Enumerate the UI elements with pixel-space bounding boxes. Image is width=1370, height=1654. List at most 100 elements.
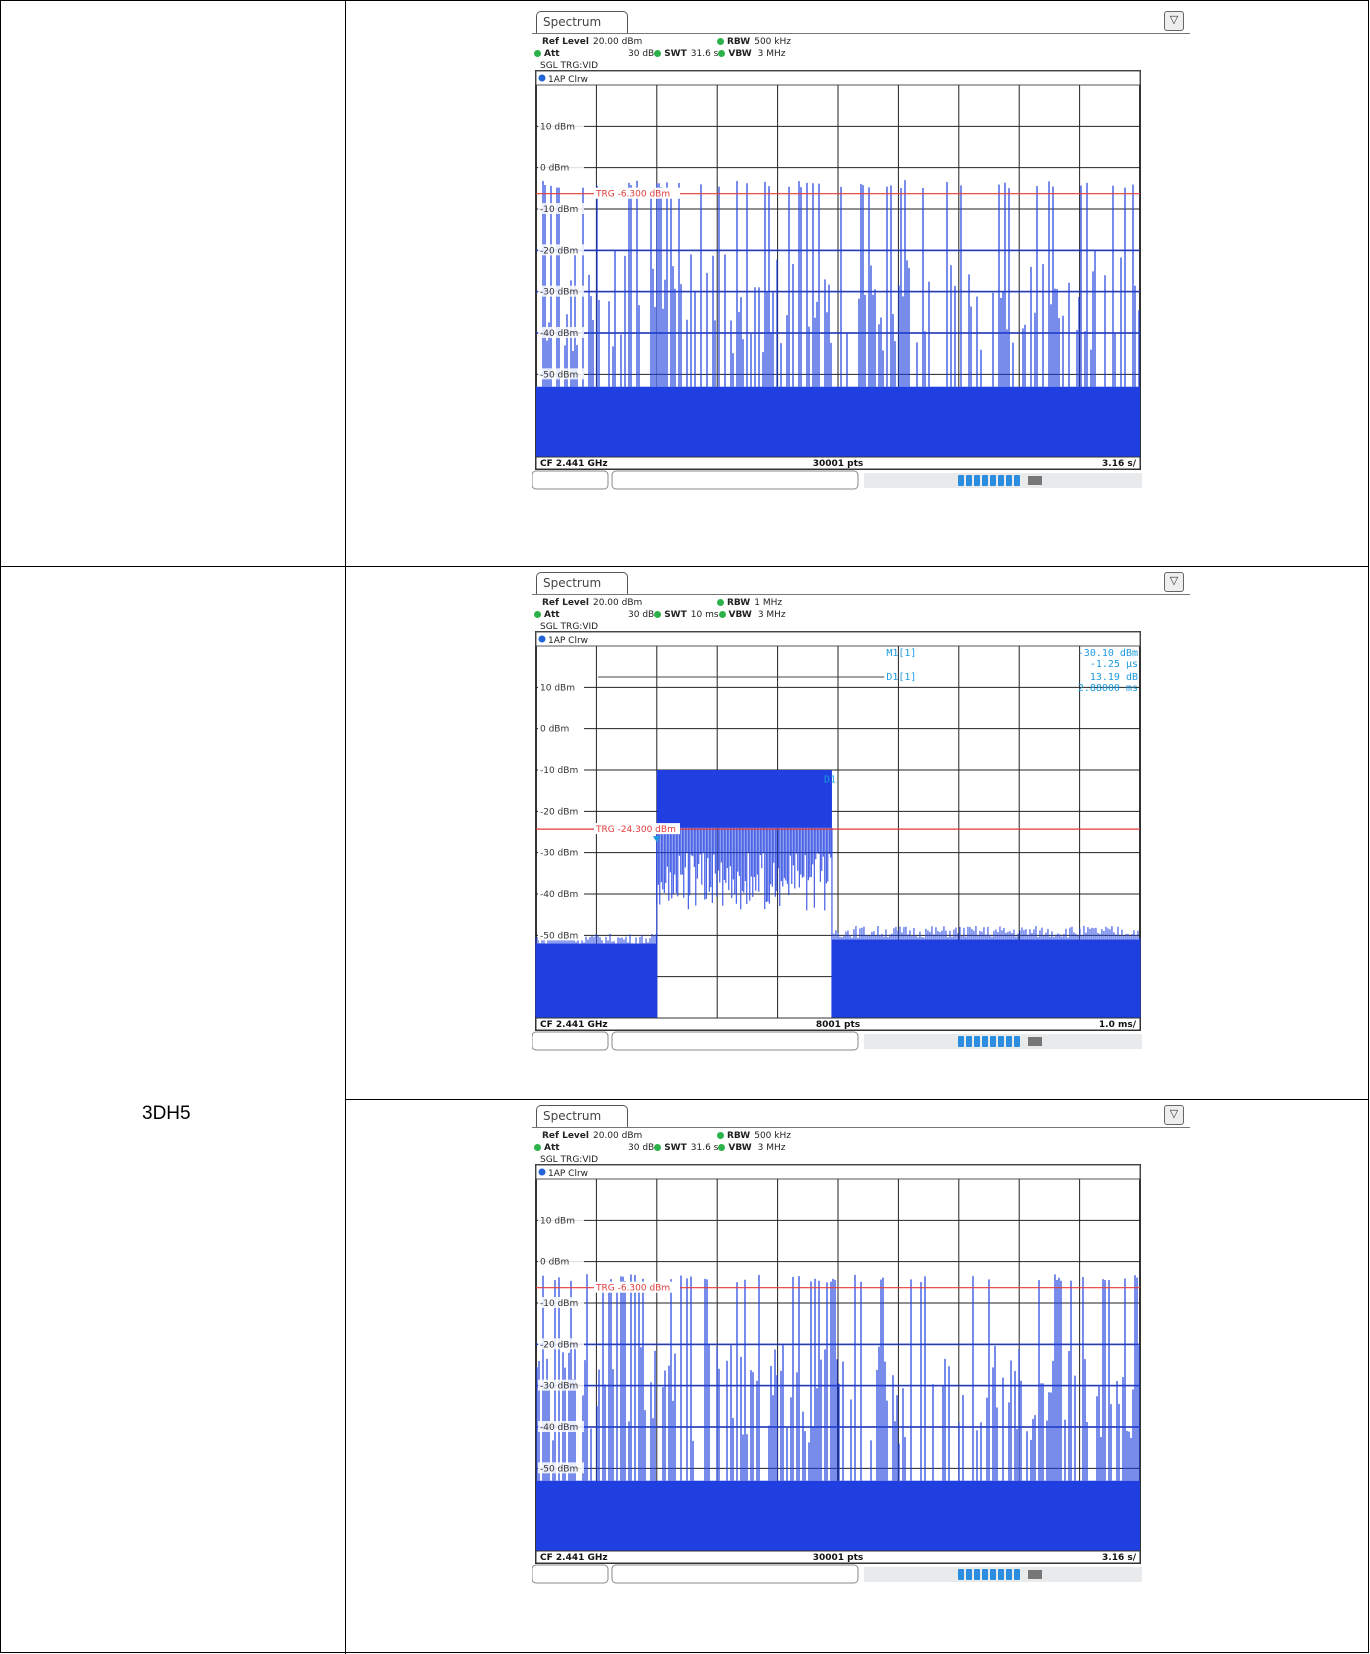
status-dot-icon <box>534 611 541 618</box>
trigger-mode: SGL TRG:VID <box>540 61 599 71</box>
rbw-label: RBW <box>727 37 751 47</box>
trigger-label-bg <box>594 187 680 199</box>
burst-lines <box>536 1274 1140 1481</box>
ref-level-value: 20.00 dBm <box>592 37 643 47</box>
spectrum-graph: 1AP Clrw M1[1] -30.10 dBm-1.25 µs D1[1] 13.1… <box>532 631 1142 1051</box>
trace-label-bar <box>535 631 1141 647</box>
att-label: Att <box>544 610 560 620</box>
marker-m1-value: -30.10 dBm <box>1078 648 1138 659</box>
trigger-line: SGL TRG:VID <box>540 622 598 632</box>
att-swt-vbw-line: 30 dB SWT 10 ms VBW 3 MHz <box>628 610 786 620</box>
marker-d1-label: D1[1] <box>886 672 916 683</box>
progress-icon <box>958 475 1020 486</box>
status-field-message <box>611 1564 859 1584</box>
y-tick-label: -50 dBm <box>540 931 578 941</box>
status-dot-icon <box>717 1132 724 1139</box>
y-tick-bg <box>538 1214 584 1226</box>
y-tick-label: -20 dBm <box>540 807 578 817</box>
y-tick-label: -10 dBm <box>540 766 578 776</box>
trigger-label: TRG -24.300 dBm <box>595 825 676 835</box>
y-tick-label: -10 dBm <box>540 1299 578 1309</box>
sweep-points: 8001 pts <box>816 1020 860 1030</box>
spectrum-tab[interactable]: Spectrum <box>536 572 628 594</box>
status-field-left <box>532 1564 609 1584</box>
att-value: 30 dB <box>628 610 655 620</box>
trace-label-bar <box>535 1164 1141 1180</box>
y-tick-label: -50 dBm <box>540 1464 578 1474</box>
y-tick-label: -10 dBm <box>540 205 578 215</box>
swt-label: SWT <box>664 610 687 620</box>
y-tick-label: -30 dBm <box>540 288 578 298</box>
y-tick-label: 10 dBm <box>540 683 575 693</box>
y-tick-bg <box>538 929 584 941</box>
trigger-label-bg <box>594 1281 680 1293</box>
att-value: 30 dB <box>628 49 655 59</box>
noise-floor-block <box>536 1480 1140 1551</box>
center-frequency: CF 2.441 GHz <box>540 1553 608 1563</box>
trace-label: 1AP Clrw <box>548 75 588 85</box>
vbw-label: VBW <box>728 1143 752 1153</box>
lxi-icon <box>1028 1570 1042 1579</box>
time-per-division: 3.16 s/ <box>1102 459 1137 469</box>
display-config-icon[interactable]: ▽ <box>1164 572 1184 592</box>
rbw-label: RBW <box>727 1131 751 1141</box>
swt-label: SWT <box>664 1143 687 1153</box>
time-per-division: 3.16 s/ <box>1102 1553 1137 1563</box>
rbw-value: 1 MHz <box>754 598 783 608</box>
spectrum-tab[interactable]: Spectrum <box>536 11 628 33</box>
trigger-line: SGL TRG:VID <box>540 1155 598 1165</box>
rbw-line: RBW 500 kHz <box>717 37 791 47</box>
row-divider <box>345 1099 1369 1100</box>
status-dot-icon <box>654 50 662 57</box>
spectrum-tab[interactable]: Spectrum <box>536 1105 628 1127</box>
trigger-mode: SGL TRG:VID <box>540 622 599 632</box>
rbw-value: 500 kHz <box>754 1131 791 1141</box>
y-tick-bg <box>538 327 584 338</box>
trace-dot-icon <box>538 1168 546 1176</box>
y-tick-label: -20 dBm <box>540 1340 578 1350</box>
att-swt-vbw-line: 30 dB SWT 31.6 s VBW 3 MHz <box>628 49 785 59</box>
vbw-value: 3 MHz <box>757 49 786 59</box>
att-line: Att <box>534 49 560 59</box>
att-label: Att <box>544 49 560 59</box>
status-field-message <box>611 1031 859 1051</box>
status-field-left <box>532 470 609 490</box>
rbw-line: RBW 500 kHz <box>717 1131 791 1141</box>
burst-lines <box>542 180 1140 387</box>
y-tick-bg <box>538 805 584 817</box>
swt-value: 31.6 s <box>690 49 719 59</box>
y-tick-bg <box>538 1379 584 1391</box>
rbw-value: 500 kHz <box>754 37 791 47</box>
display-config-icon[interactable]: ▽ <box>1164 1105 1184 1125</box>
trace-label-bar <box>535 70 1141 86</box>
status-dot-icon <box>718 50 726 57</box>
trace <box>536 180 1140 457</box>
ref-level-value: 20.00 dBm <box>592 1131 643 1141</box>
y-tick-bg <box>538 368 584 380</box>
trigger-line: SGL TRG:VID <box>540 61 598 71</box>
spectrum-screenshot-2: Spectrum ▽ Ref Level 20.00 dBm RBW 1 MHz Att 30… <box>532 572 1190 1082</box>
trigger-mode: SGL TRG:VID <box>540 1155 599 1165</box>
swt-label: SWT <box>664 49 687 59</box>
y-tick-label: 0 dBm <box>540 725 569 735</box>
status-dot-icon <box>718 611 726 618</box>
y-tick-label: -40 dBm <box>540 329 578 339</box>
ref-level-line: Ref Level 20.00 dBm <box>542 598 642 608</box>
y-tick-label: 10 dBm <box>540 1216 575 1226</box>
y-tick-bg <box>538 1255 584 1267</box>
status-dot-icon <box>717 38 724 45</box>
vbw-value: 3 MHz <box>757 1143 786 1153</box>
y-tick-label: -40 dBm <box>540 890 578 900</box>
spectrum-graph: 1AP Clrw TRG -6.300 dBm 10 dBm 0 dBm -10 dBm… <box>532 70 1142 490</box>
graph-footer <box>535 456 1141 470</box>
y-tick-label: -50 dBm <box>540 370 578 380</box>
display-config-icon[interactable]: ▽ <box>1164 11 1184 31</box>
y-tick-label: -30 dBm <box>540 1382 578 1392</box>
marker-d1-tag: D1 <box>824 774 836 785</box>
ref-level-value: 20.00 dBm <box>592 598 643 608</box>
marker-m1-time: -1.25 µs <box>1090 659 1138 670</box>
graph-footer <box>535 1550 1141 1564</box>
att-label: Att <box>544 1143 560 1153</box>
trigger-label: TRG -6.300 dBm <box>595 1284 670 1294</box>
